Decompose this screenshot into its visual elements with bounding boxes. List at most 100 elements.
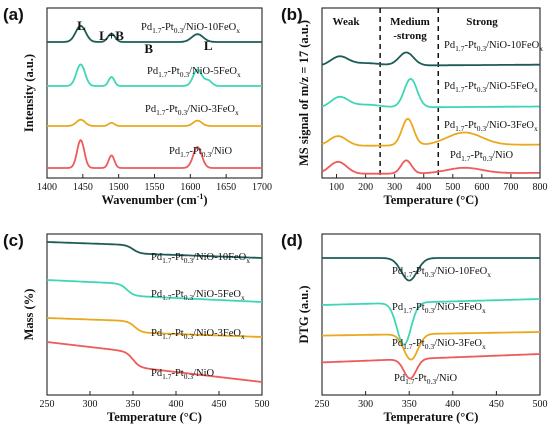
panel-a: (a) 1400 1450 1500 1550 1600 1650 1700 Wavenumbe… bbox=[3, 5, 272, 207]
region-label-medium-strong: -strong bbox=[393, 30, 427, 42]
x-tick-label: 400 bbox=[169, 399, 184, 410]
x-tick-label: 1400 bbox=[37, 182, 57, 193]
series-3: Pd1.7-Pt0.3/NiO bbox=[322, 353, 540, 386]
plot-frame bbox=[321, 7, 541, 179]
series-line bbox=[46, 139, 263, 169]
series-line bbox=[321, 117, 540, 147]
series-2: Pd1.7-Pt0.3/NiO-3FeOx bbox=[321, 117, 540, 147]
series-label: Pd1.7-Pt0.3/NiO-3FeOx bbox=[392, 338, 486, 351]
plot-frame bbox=[321, 233, 541, 396]
series-2: Pd1.7-Pt0.3/NiO-3FeOx bbox=[46, 104, 263, 127]
y-axis-title: DTG (a.u.) bbox=[297, 286, 311, 344]
y-axis-title: MS signal of m/z = 17 (a.u.) bbox=[297, 20, 311, 166]
x-tick-label: 200 bbox=[358, 182, 373, 193]
band-label: L bbox=[204, 38, 213, 53]
series-0: Pd1.7-Pt0.3/NiO-10FeOx bbox=[46, 22, 263, 43]
series-label: Pd1.7-Pt0.3/NiO-5FeOx bbox=[392, 302, 486, 315]
series-label: Pd1.7-Pt0.3/NiO-5FeOx bbox=[444, 81, 538, 94]
x-tick-label: 250 bbox=[40, 399, 55, 410]
x-tick-label: 350 bbox=[402, 399, 417, 410]
series-label: Pd1.7-Pt0.3/NiO bbox=[450, 150, 514, 163]
y-axis-title: Mass (%) bbox=[22, 289, 36, 341]
series-line bbox=[322, 353, 540, 380]
series-label: Pd1.7-Pt0.3/NiO-3FeOx bbox=[151, 328, 245, 341]
series-label: Pd1.7-Pt0.3/NiO-3FeOx bbox=[444, 120, 538, 133]
panel-d: (d) 250 300 350 400 450 500 Temperature (°C) DTG… bbox=[281, 231, 548, 424]
x-tick-label: 400 bbox=[445, 399, 460, 410]
series-line bbox=[47, 241, 262, 259]
series-2: Pd1.7-Pt0.3/NiO-3FeOx bbox=[322, 331, 540, 361]
series-label: Pd1.7-Pt0.3/NiO-10FeOx bbox=[141, 22, 240, 35]
band-label: L bbox=[77, 18, 86, 33]
series-label: Pd1.7-Pt0.3/NiO bbox=[151, 368, 215, 381]
x-tick-label: 1550 bbox=[145, 182, 165, 193]
series-line bbox=[47, 279, 262, 303]
series-1: Pd1.7-Pt0.3/NiO-5FeOx bbox=[46, 63, 263, 87]
panel-label: (a) bbox=[3, 5, 24, 24]
x-tick-label: 1450 bbox=[73, 182, 93, 193]
region-label-weak: Weak bbox=[333, 16, 361, 28]
x-tick-label: 500 bbox=[533, 399, 548, 410]
x-tick-label: 1700 bbox=[252, 182, 272, 193]
x-tick-label: 600 bbox=[474, 182, 489, 193]
x-tick-label: 100 bbox=[329, 182, 344, 193]
x-tick-label: 500 bbox=[445, 182, 460, 193]
panel-label: (c) bbox=[3, 231, 24, 250]
x-tick-label: 450 bbox=[212, 399, 227, 410]
band-label: B bbox=[144, 41, 153, 56]
series-line bbox=[47, 317, 262, 338]
series-3: Pd1.7-Pt0.3/NiO bbox=[46, 341, 263, 383]
series-line bbox=[321, 78, 540, 109]
series-line bbox=[321, 159, 540, 175]
region-label-strong: Strong bbox=[466, 16, 498, 28]
series-0: Pd1.7-Pt0.3/NiO-10FeOx bbox=[47, 241, 262, 265]
series-line bbox=[46, 25, 263, 43]
x-axis-title: Temperature (°C) bbox=[384, 193, 479, 207]
series-2: Pd1.7-Pt0.3/NiO-3FeOx bbox=[47, 317, 262, 341]
x-tick-label: 350 bbox=[126, 399, 141, 410]
series-1: Pd1.7-Pt0.3/NiO-5FeOx bbox=[47, 279, 262, 303]
x-tick-label: 1600 bbox=[180, 182, 200, 193]
series-label: Pd1.7-Pt0.3/NiO-3FeOx bbox=[145, 104, 239, 117]
series-label: Pd1.7-Pt0.3/NiO-10FeOx bbox=[151, 252, 250, 265]
plot-frame bbox=[46, 233, 263, 396]
series-1: Pd1.7-Pt0.3/NiO-5FeOx bbox=[322, 298, 540, 346]
x-tick-label: 1650 bbox=[216, 182, 236, 193]
x-tick-label: 250 bbox=[315, 399, 330, 410]
series-line bbox=[321, 51, 540, 67]
series-line bbox=[46, 341, 263, 383]
panel-label: (d) bbox=[281, 231, 303, 250]
x-tick-label: 700 bbox=[503, 182, 518, 193]
x-tick-label: 400 bbox=[416, 182, 431, 193]
series-label: Pd1.7-Pt0.3/NiO-10FeOx bbox=[444, 40, 543, 53]
band-label: L+B bbox=[99, 28, 124, 43]
x-tick-label: 1500 bbox=[109, 182, 129, 193]
region-label-medium: Medium bbox=[390, 16, 430, 28]
y-axis-title: Intensity (a.u.) bbox=[22, 54, 36, 132]
series-line bbox=[46, 63, 263, 87]
panel-b: (b) 100 200 300 400 500 600 700 800 Temperature (… bbox=[281, 5, 548, 207]
x-tick-label: 300 bbox=[83, 399, 98, 410]
x-axis-title: Wavenumber (cm-1) bbox=[101, 192, 207, 207]
x-tick-label: 800 bbox=[533, 182, 548, 193]
series-label: Pd1.7-Pt0.3/NiO bbox=[169, 146, 233, 159]
series-1: Pd1.7-Pt0.3/NiO-5FeOx bbox=[321, 78, 540, 109]
series-line bbox=[322, 257, 540, 282]
x-axis-title: Temperature (°C) bbox=[384, 410, 479, 424]
series-label: Pd1.7-Pt0.3/NiO-10FeOx bbox=[392, 266, 491, 279]
x-tick-label: 450 bbox=[489, 399, 504, 410]
series-label: Pd1.7-Pt0.3/NiO bbox=[394, 373, 458, 386]
x-axis-title: Temperature (°C) bbox=[107, 410, 202, 424]
series-0: Pd1.7-Pt0.3/NiO-10FeOx bbox=[322, 257, 540, 282]
series-3: Pd1.7-Pt0.3/NiO bbox=[46, 139, 263, 169]
series-label: Pd1.7-Pt0.3/NiO-5FeOx bbox=[147, 66, 241, 79]
series-line bbox=[46, 118, 263, 127]
series-label: Pd1.7-Pt0.3/NiO-5FeOx bbox=[151, 289, 245, 302]
series-0: Pd1.7-Pt0.3/NiO-10FeOx bbox=[321, 40, 543, 67]
series-3: Pd1.7-Pt0.3/NiO bbox=[321, 150, 540, 175]
x-tick-label: 500 bbox=[255, 399, 270, 410]
panel-label: (b) bbox=[281, 5, 303, 24]
x-tick-label: 300 bbox=[387, 182, 402, 193]
series-line bbox=[322, 298, 540, 346]
